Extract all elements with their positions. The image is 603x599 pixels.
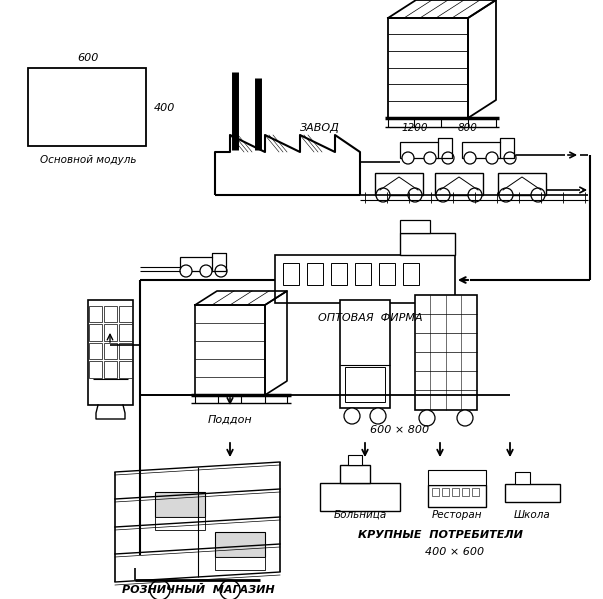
Text: Школа: Школа — [514, 510, 551, 520]
Bar — [104, 343, 117, 359]
Bar — [452, 488, 459, 496]
Bar — [331, 263, 347, 285]
Circle shape — [150, 580, 170, 599]
Text: 800: 800 — [458, 123, 478, 133]
Text: 600: 600 — [77, 53, 99, 63]
Circle shape — [408, 188, 422, 202]
Circle shape — [215, 265, 227, 277]
Circle shape — [464, 152, 476, 164]
Bar — [104, 361, 117, 377]
Text: РОЗНИЧНЫЙ  МАГАЗИН: РОЗНИЧНЫЙ МАГАЗИН — [122, 585, 274, 595]
Bar — [119, 325, 132, 341]
Text: Поддон: Поддон — [207, 415, 252, 425]
Circle shape — [457, 410, 473, 426]
Bar — [28, 68, 146, 146]
Bar — [119, 361, 132, 377]
Bar — [415, 295, 477, 410]
Circle shape — [486, 152, 498, 164]
Bar — [307, 263, 323, 285]
Circle shape — [499, 188, 513, 202]
Circle shape — [180, 265, 192, 277]
Text: Больница: Больница — [333, 510, 387, 520]
Text: ОПТОВАЯ  ФИРМА: ОПТОВАЯ ФИРМА — [318, 313, 422, 323]
Bar — [355, 263, 371, 285]
Text: 400: 400 — [154, 103, 175, 113]
Bar — [348, 455, 362, 465]
Bar — [462, 142, 500, 158]
Text: КРУПНЫЕ  ПОТРЕБИТЕЛИ: КРУПНЫЕ ПОТРЕБИТЕЛИ — [358, 530, 522, 540]
Bar — [180, 257, 212, 271]
Bar — [428, 485, 486, 507]
Bar — [155, 517, 205, 530]
Bar — [442, 488, 449, 496]
Bar — [88, 300, 133, 405]
Circle shape — [531, 188, 545, 202]
Bar — [215, 532, 265, 557]
Text: 600 × 800: 600 × 800 — [370, 425, 429, 435]
Bar — [515, 472, 530, 484]
Bar — [379, 263, 395, 285]
Bar — [400, 233, 455, 255]
Bar — [432, 488, 439, 496]
Bar — [89, 361, 102, 377]
Bar — [155, 492, 205, 517]
Circle shape — [436, 188, 450, 202]
Circle shape — [402, 152, 414, 164]
Bar — [435, 173, 483, 195]
Bar — [89, 306, 102, 322]
Bar — [104, 325, 117, 341]
Circle shape — [419, 410, 435, 426]
Bar — [89, 325, 102, 341]
Bar — [345, 367, 385, 401]
Bar — [275, 255, 455, 303]
Circle shape — [344, 408, 360, 424]
Bar — [428, 470, 486, 485]
Bar — [472, 488, 479, 496]
Text: Основной модуль: Основной модуль — [40, 155, 136, 165]
Circle shape — [504, 152, 516, 164]
Bar — [375, 173, 423, 195]
Bar — [403, 263, 419, 285]
Bar — [462, 488, 469, 496]
Circle shape — [442, 152, 454, 164]
Bar — [400, 220, 430, 233]
Bar — [119, 306, 132, 322]
Bar — [119, 343, 132, 359]
Text: 1200: 1200 — [402, 123, 429, 133]
Circle shape — [370, 408, 386, 424]
Bar — [283, 263, 299, 285]
Text: 400 × 600: 400 × 600 — [426, 547, 485, 557]
Bar — [215, 557, 265, 570]
Bar — [340, 465, 370, 483]
Bar — [89, 343, 102, 359]
Circle shape — [468, 188, 482, 202]
Circle shape — [200, 265, 212, 277]
Bar — [505, 484, 560, 502]
Bar — [340, 300, 390, 408]
Circle shape — [424, 152, 436, 164]
Bar — [498, 173, 546, 195]
Bar — [400, 142, 438, 158]
Text: ЗАВОД: ЗАВОД — [300, 123, 340, 133]
Bar — [104, 306, 117, 322]
Bar — [320, 483, 400, 511]
Text: Ресторан: Ресторан — [432, 510, 482, 520]
Circle shape — [376, 188, 390, 202]
Circle shape — [220, 580, 240, 599]
